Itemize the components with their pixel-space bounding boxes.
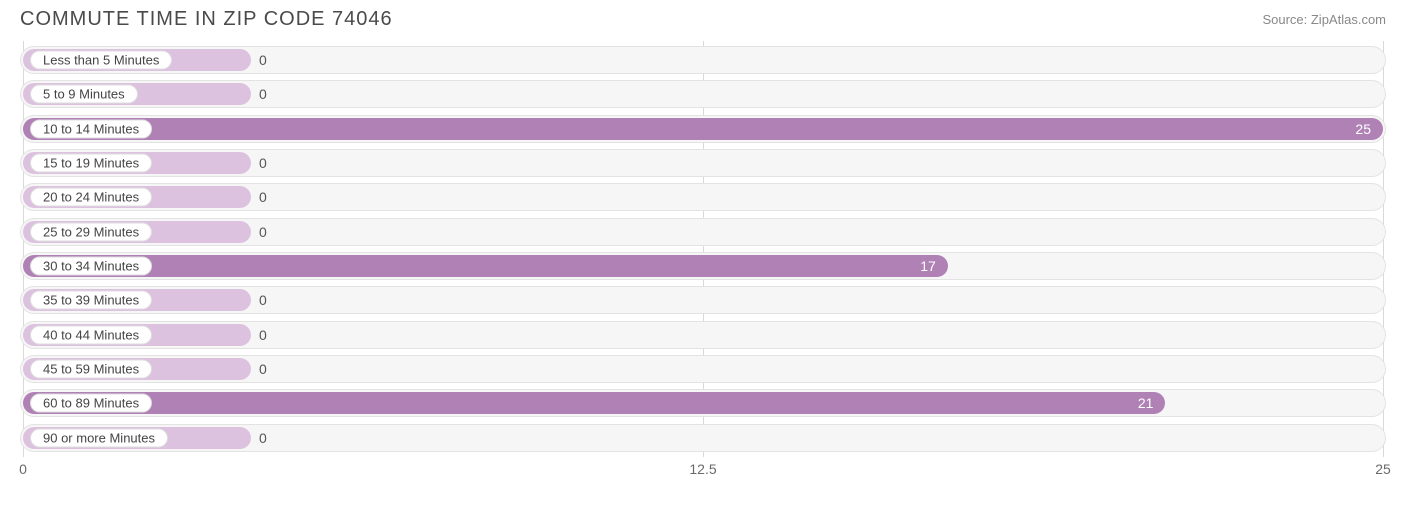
value-label: 0: [251, 224, 267, 240]
category-pill: Less than 5 Minutes: [30, 51, 172, 70]
x-tick: 12.5: [689, 461, 716, 477]
bar-row: 5 to 9 Minutes 0: [20, 80, 1386, 108]
value-label: 21: [20, 395, 1165, 411]
category-pill: 25 to 29 Minutes: [30, 222, 152, 241]
bar-row: 10 to 14 Minutes25: [20, 115, 1386, 143]
bar-row: 60 to 89 Minutes21: [20, 389, 1386, 417]
value-label: 0: [251, 327, 267, 343]
bar-row: 90 or more Minutes 0: [20, 424, 1386, 452]
chart-plot: Less than 5 Minutes 0 5 to 9 Minutes 0 10 to…: [20, 41, 1386, 481]
value-label: 0: [251, 189, 267, 205]
x-tick: 0: [19, 461, 27, 477]
category-pill: 45 to 59 Minutes: [30, 360, 152, 379]
category-pill: 40 to 44 Minutes: [30, 325, 152, 344]
value-label: 0: [251, 361, 267, 377]
bar-row: 20 to 24 Minutes 0: [20, 183, 1386, 211]
category-pill: 20 to 24 Minutes: [30, 188, 152, 207]
value-label: 25: [20, 121, 1383, 137]
x-tick: 25: [1375, 461, 1391, 477]
bar-row: Less than 5 Minutes 0: [20, 46, 1386, 74]
bar-row: 25 to 29 Minutes 0: [20, 218, 1386, 246]
bar-row: 45 to 59 Minutes 0: [20, 355, 1386, 383]
value-label: 17: [20, 258, 948, 274]
bar-row: 40 to 44 Minutes 0: [20, 321, 1386, 349]
chart-header: COMMUTE TIME IN ZIP CODE 74046 Source: Z…: [0, 0, 1406, 35]
x-axis: 012.525: [20, 459, 1386, 481]
chart-source: Source: ZipAtlas.com: [1262, 12, 1386, 27]
chart-area: Less than 5 Minutes 0 5 to 9 Minutes 0 10 to…: [0, 35, 1406, 481]
category-pill: 15 to 19 Minutes: [30, 154, 152, 173]
value-label: 0: [251, 292, 267, 308]
category-pill: 35 to 39 Minutes: [30, 291, 152, 310]
value-label: 0: [251, 430, 267, 446]
bar-row: 35 to 39 Minutes 0: [20, 286, 1386, 314]
category-pill: 5 to 9 Minutes: [30, 85, 138, 104]
category-pill: 90 or more Minutes: [30, 428, 168, 447]
value-label: 0: [251, 155, 267, 171]
bar-row: 15 to 19 Minutes 0: [20, 149, 1386, 177]
chart-title: COMMUTE TIME IN ZIP CODE 74046: [20, 8, 393, 31]
value-label: 0: [251, 86, 267, 102]
bar-container: Less than 5 Minutes 0 5 to 9 Minutes 0 10 to…: [20, 41, 1386, 457]
bar-row: 30 to 34 Minutes17: [20, 252, 1386, 280]
value-label: 0: [251, 52, 267, 68]
